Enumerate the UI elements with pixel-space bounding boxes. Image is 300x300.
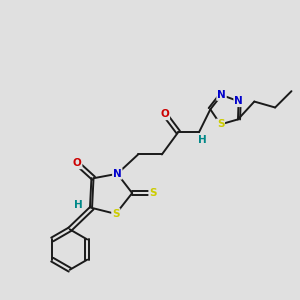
Text: S: S [149, 188, 157, 198]
Text: S: S [112, 209, 120, 219]
Text: N: N [113, 169, 122, 179]
Text: N: N [217, 90, 226, 100]
Text: H: H [74, 200, 83, 210]
Text: N: N [234, 96, 243, 106]
Text: O: O [160, 109, 169, 119]
Text: S: S [217, 119, 224, 129]
Text: H: H [198, 136, 206, 146]
Text: O: O [73, 158, 82, 168]
